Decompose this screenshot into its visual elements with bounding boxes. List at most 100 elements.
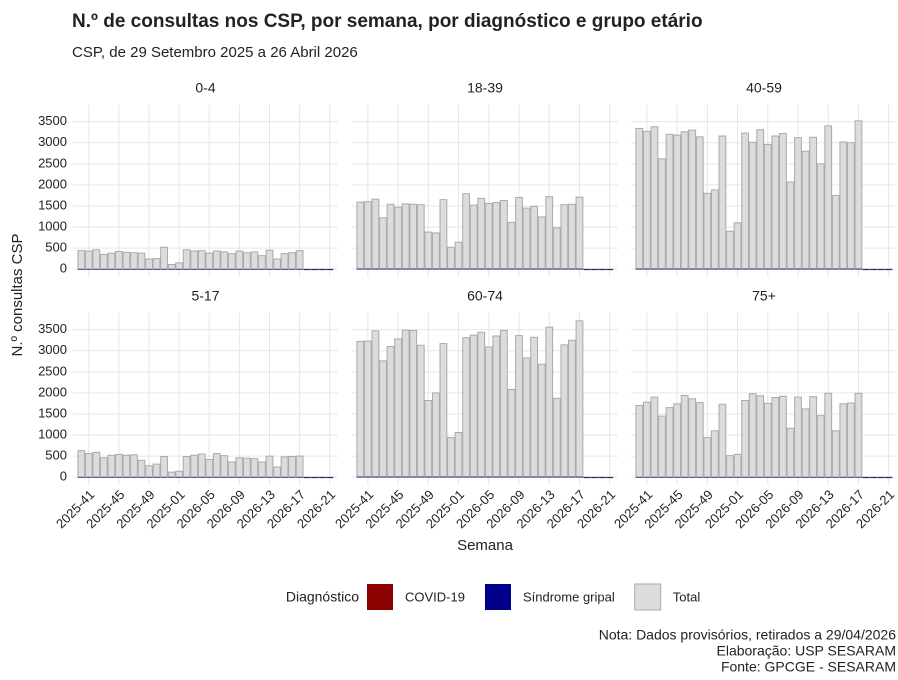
bar xyxy=(280,456,289,478)
bar xyxy=(386,203,395,270)
bar xyxy=(182,249,191,270)
bar xyxy=(250,458,259,478)
bar xyxy=(212,453,221,478)
y-tick-label: 2500 xyxy=(38,155,67,170)
bar xyxy=(507,221,516,270)
bar xyxy=(454,431,463,478)
bar xyxy=(372,476,379,478)
bar xyxy=(681,268,689,270)
bar xyxy=(84,250,93,270)
y-tick-label: 500 xyxy=(45,448,67,463)
bar xyxy=(756,268,764,270)
bar xyxy=(409,476,417,478)
bar xyxy=(130,268,138,270)
bar xyxy=(454,241,463,270)
bar xyxy=(220,476,228,478)
bar xyxy=(77,268,85,270)
bar xyxy=(281,268,288,270)
bar xyxy=(862,477,870,478)
x-axis-title: Semana xyxy=(457,537,514,554)
bar xyxy=(492,268,500,270)
bar xyxy=(326,269,334,270)
bar xyxy=(696,476,704,478)
bar xyxy=(854,392,863,478)
bar xyxy=(190,250,199,270)
bar xyxy=(258,476,266,478)
bar xyxy=(387,476,394,478)
bar xyxy=(160,476,168,478)
bar xyxy=(847,268,855,270)
bar xyxy=(227,461,236,478)
bar xyxy=(530,476,538,478)
bar xyxy=(749,476,757,478)
y-tick-label: 1000 xyxy=(38,218,67,233)
bar xyxy=(794,476,802,478)
bar xyxy=(560,268,568,270)
bar xyxy=(431,392,440,478)
bar xyxy=(92,476,100,478)
bar xyxy=(763,143,772,270)
bar xyxy=(771,135,780,270)
bar xyxy=(500,476,508,478)
bar xyxy=(658,476,666,478)
y-tick-label: 0 xyxy=(60,261,67,276)
bar xyxy=(469,334,478,478)
bar xyxy=(138,476,145,478)
bar xyxy=(228,268,236,270)
bar xyxy=(258,461,266,478)
bar xyxy=(695,136,704,270)
bar xyxy=(153,476,160,478)
bar xyxy=(130,454,138,478)
bar xyxy=(854,120,863,270)
facet-label: 75+ xyxy=(752,288,776,304)
facet-label: 60-74 xyxy=(467,288,503,304)
bar xyxy=(643,268,651,270)
bar xyxy=(787,476,794,478)
bar xyxy=(711,268,719,270)
bar xyxy=(499,199,508,270)
bar xyxy=(318,269,326,270)
bar xyxy=(635,405,644,478)
bar xyxy=(688,268,696,270)
bar xyxy=(575,196,584,270)
bar xyxy=(220,455,229,478)
bar xyxy=(92,451,101,478)
bar xyxy=(243,252,251,270)
bar xyxy=(703,192,712,270)
bar xyxy=(522,357,531,478)
bar xyxy=(786,427,795,478)
bar xyxy=(809,396,818,478)
bar xyxy=(281,476,288,478)
bar xyxy=(266,268,273,270)
bar xyxy=(741,132,750,270)
bar xyxy=(213,268,221,270)
bar xyxy=(288,252,296,270)
bar xyxy=(266,476,273,478)
bar xyxy=(832,476,840,478)
bar xyxy=(364,476,372,478)
bar xyxy=(228,476,236,478)
bar xyxy=(77,476,85,478)
bar xyxy=(485,268,493,270)
bar xyxy=(108,268,115,270)
bar xyxy=(440,476,447,478)
bar xyxy=(824,392,833,478)
bar xyxy=(243,457,251,478)
bar xyxy=(802,268,809,270)
bar xyxy=(175,470,184,478)
y-tick-label: 2000 xyxy=(38,176,67,191)
bar xyxy=(379,217,387,270)
bar xyxy=(779,268,787,270)
bar xyxy=(537,216,546,270)
bar xyxy=(424,231,433,270)
bar xyxy=(779,476,787,478)
bar xyxy=(839,268,847,270)
bar xyxy=(197,453,206,478)
bar xyxy=(847,476,855,478)
bar xyxy=(756,129,765,270)
bar xyxy=(606,477,614,478)
bar xyxy=(447,246,455,270)
bar xyxy=(530,205,539,270)
bar xyxy=(130,476,138,478)
